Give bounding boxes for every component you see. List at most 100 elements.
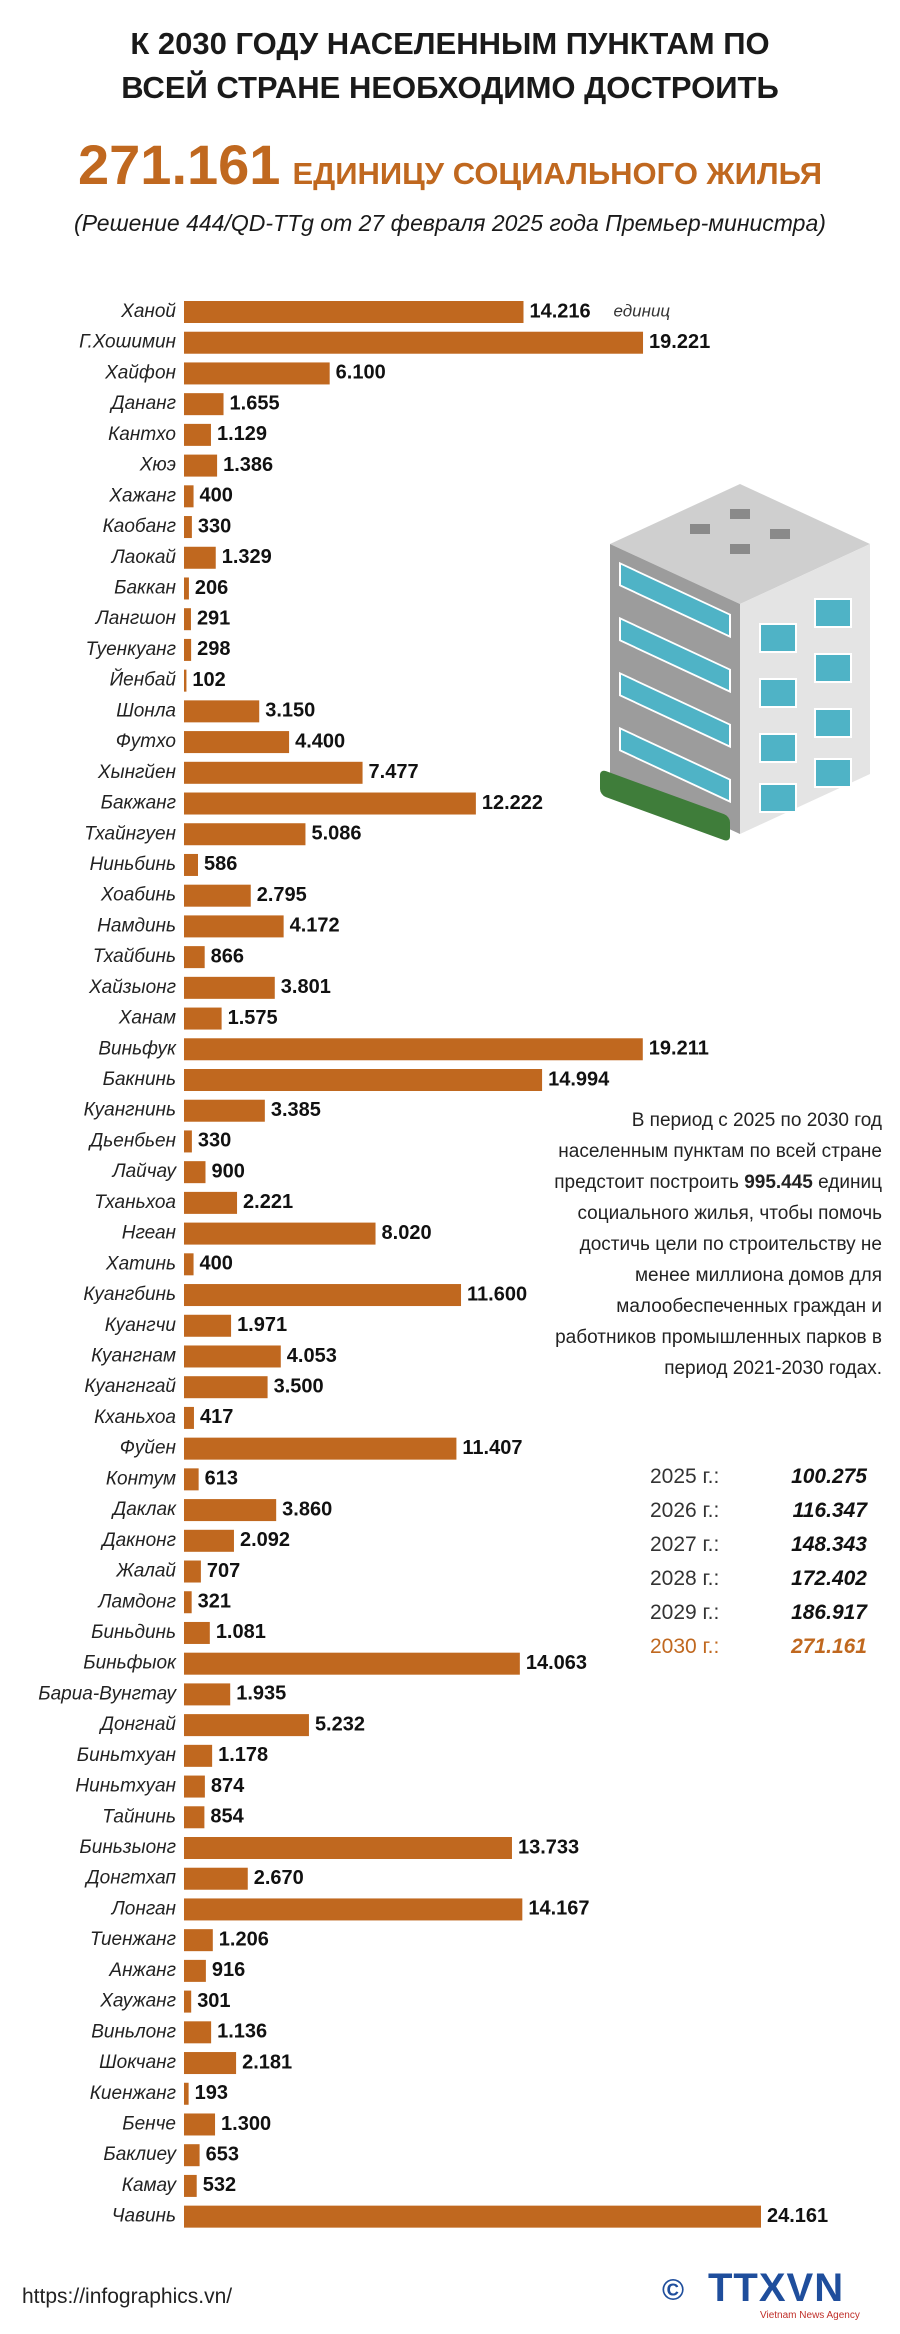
value-label: 11.600 — [467, 1283, 527, 1305]
agency: Vietnam News Agency — [760, 2310, 860, 2321]
category-label: Бакжанг — [101, 793, 176, 814]
bar — [184, 1837, 512, 1859]
value-label: 14.063 — [526, 1652, 587, 1674]
category-label: Биньтхуан — [77, 1745, 177, 1766]
value-label: 3.385 — [271, 1099, 321, 1121]
value-label: 1.329 — [222, 546, 272, 568]
value-label: 301 — [197, 1990, 230, 2012]
bar — [184, 1959, 206, 1982]
category-label: Намдинь — [97, 915, 176, 936]
category-label: Ханам — [118, 1008, 176, 1029]
category-label: Шокчанг — [99, 2052, 176, 2073]
value-label: 6.100 — [336, 362, 386, 384]
bar — [184, 1284, 462, 1307]
bar — [184, 1468, 199, 1491]
bar — [184, 1744, 213, 1767]
category-label: Куангнгай — [84, 1376, 176, 1397]
value-label: 2.092 — [240, 1529, 290, 1551]
category-label: Хайфон — [104, 362, 176, 383]
bar — [184, 1499, 277, 1522]
bar — [184, 1253, 194, 1276]
category-label: Хаужанг — [99, 1991, 176, 2012]
year-label: 2025 г.: — [650, 1465, 720, 1488]
bar — [184, 1560, 201, 1583]
category-label: Тхайбинь — [93, 946, 176, 967]
category-label: Йенбай — [110, 669, 177, 691]
bar — [184, 2144, 200, 2167]
category-label: Тхайнгуен — [84, 823, 176, 844]
bar — [184, 301, 524, 323]
value-label: 19.221 — [649, 331, 710, 353]
value-label: 14.994 — [548, 1068, 610, 1090]
bar — [184, 516, 192, 539]
bar — [184, 1038, 643, 1061]
category-label: Хажанг — [108, 485, 176, 506]
bar — [184, 1683, 231, 1706]
category-label: Куангбинь — [83, 1284, 176, 1305]
value-label: 11.407 — [462, 1437, 522, 1459]
value-label: 3.500 — [274, 1375, 324, 1397]
value-label: 330 — [198, 1130, 231, 1152]
bar — [184, 853, 198, 876]
category-label: Туенкуанг — [86, 639, 176, 660]
bar — [184, 362, 330, 385]
bar — [184, 1621, 210, 1644]
bar — [184, 2082, 189, 2105]
bar — [184, 1806, 205, 1829]
value-label: 206 — [195, 577, 228, 599]
category-label: Хатинь — [105, 1253, 176, 1274]
value-label: 19.211 — [649, 1038, 709, 1060]
value-label: 874 — [211, 1775, 245, 1797]
value-label: 2.181 — [242, 2051, 292, 2073]
category-label: Кантхо — [108, 424, 176, 445]
bar — [184, 1437, 457, 1460]
bar — [184, 485, 194, 508]
category-label: Жалай — [115, 1561, 176, 1582]
bar — [184, 1775, 205, 1798]
bar — [184, 792, 476, 815]
value-label: 866 — [211, 945, 244, 967]
unit-note: единиц — [613, 301, 670, 320]
bar — [184, 761, 363, 784]
bar — [184, 1191, 238, 1214]
value-label: 330 — [198, 515, 231, 537]
category-label: Бариа-Вунгтау — [38, 1683, 177, 1704]
value-label: 854 — [210, 1806, 244, 1828]
value-label: 1.971 — [237, 1314, 287, 1336]
category-label: Даклак — [111, 1499, 177, 1520]
value-label: 14.216 — [529, 300, 590, 322]
value-label: 2.221 — [243, 1191, 293, 1213]
category-label: Ламдонг — [96, 1591, 176, 1612]
category-label: Анжанг — [108, 1960, 176, 1981]
value-label: 653 — [206, 2143, 239, 2165]
category-label: Лангшон — [94, 608, 177, 629]
year-value: 100.275 — [791, 1465, 867, 1488]
value-label: 2.795 — [257, 884, 307, 906]
year-value: 172.402 — [791, 1567, 867, 1590]
bar — [184, 1529, 234, 1552]
value-label: 193 — [195, 2082, 228, 2104]
bar — [184, 423, 211, 446]
bar — [184, 700, 260, 723]
note-text: В период с 2025 по 2030 год населенным п… — [554, 1110, 882, 1193]
category-label: Фуйен — [120, 1438, 177, 1459]
highlight-number: 271.161 — [78, 133, 281, 196]
value-label: 1.300 — [221, 2113, 271, 2135]
value-label: 417 — [200, 1406, 233, 1428]
year-label: 2029 г.: — [650, 1601, 720, 1624]
year-value: 148.343 — [791, 1533, 867, 1556]
bar — [184, 1222, 376, 1245]
category-label: Тханьхоа — [94, 1192, 176, 1213]
category-label: Хайзыонг — [88, 977, 176, 998]
category-label: Куангнам — [91, 1345, 176, 1366]
value-label: 4.053 — [287, 1345, 337, 1367]
category-label: Хынгйен — [97, 762, 177, 783]
value-label: 916 — [212, 1959, 245, 1981]
category-label: Камау — [122, 2175, 178, 2196]
value-label: 5.232 — [315, 1713, 365, 1735]
bar — [184, 1376, 268, 1399]
bar — [184, 1161, 206, 1184]
category-label: Биньдинь — [91, 1622, 176, 1643]
